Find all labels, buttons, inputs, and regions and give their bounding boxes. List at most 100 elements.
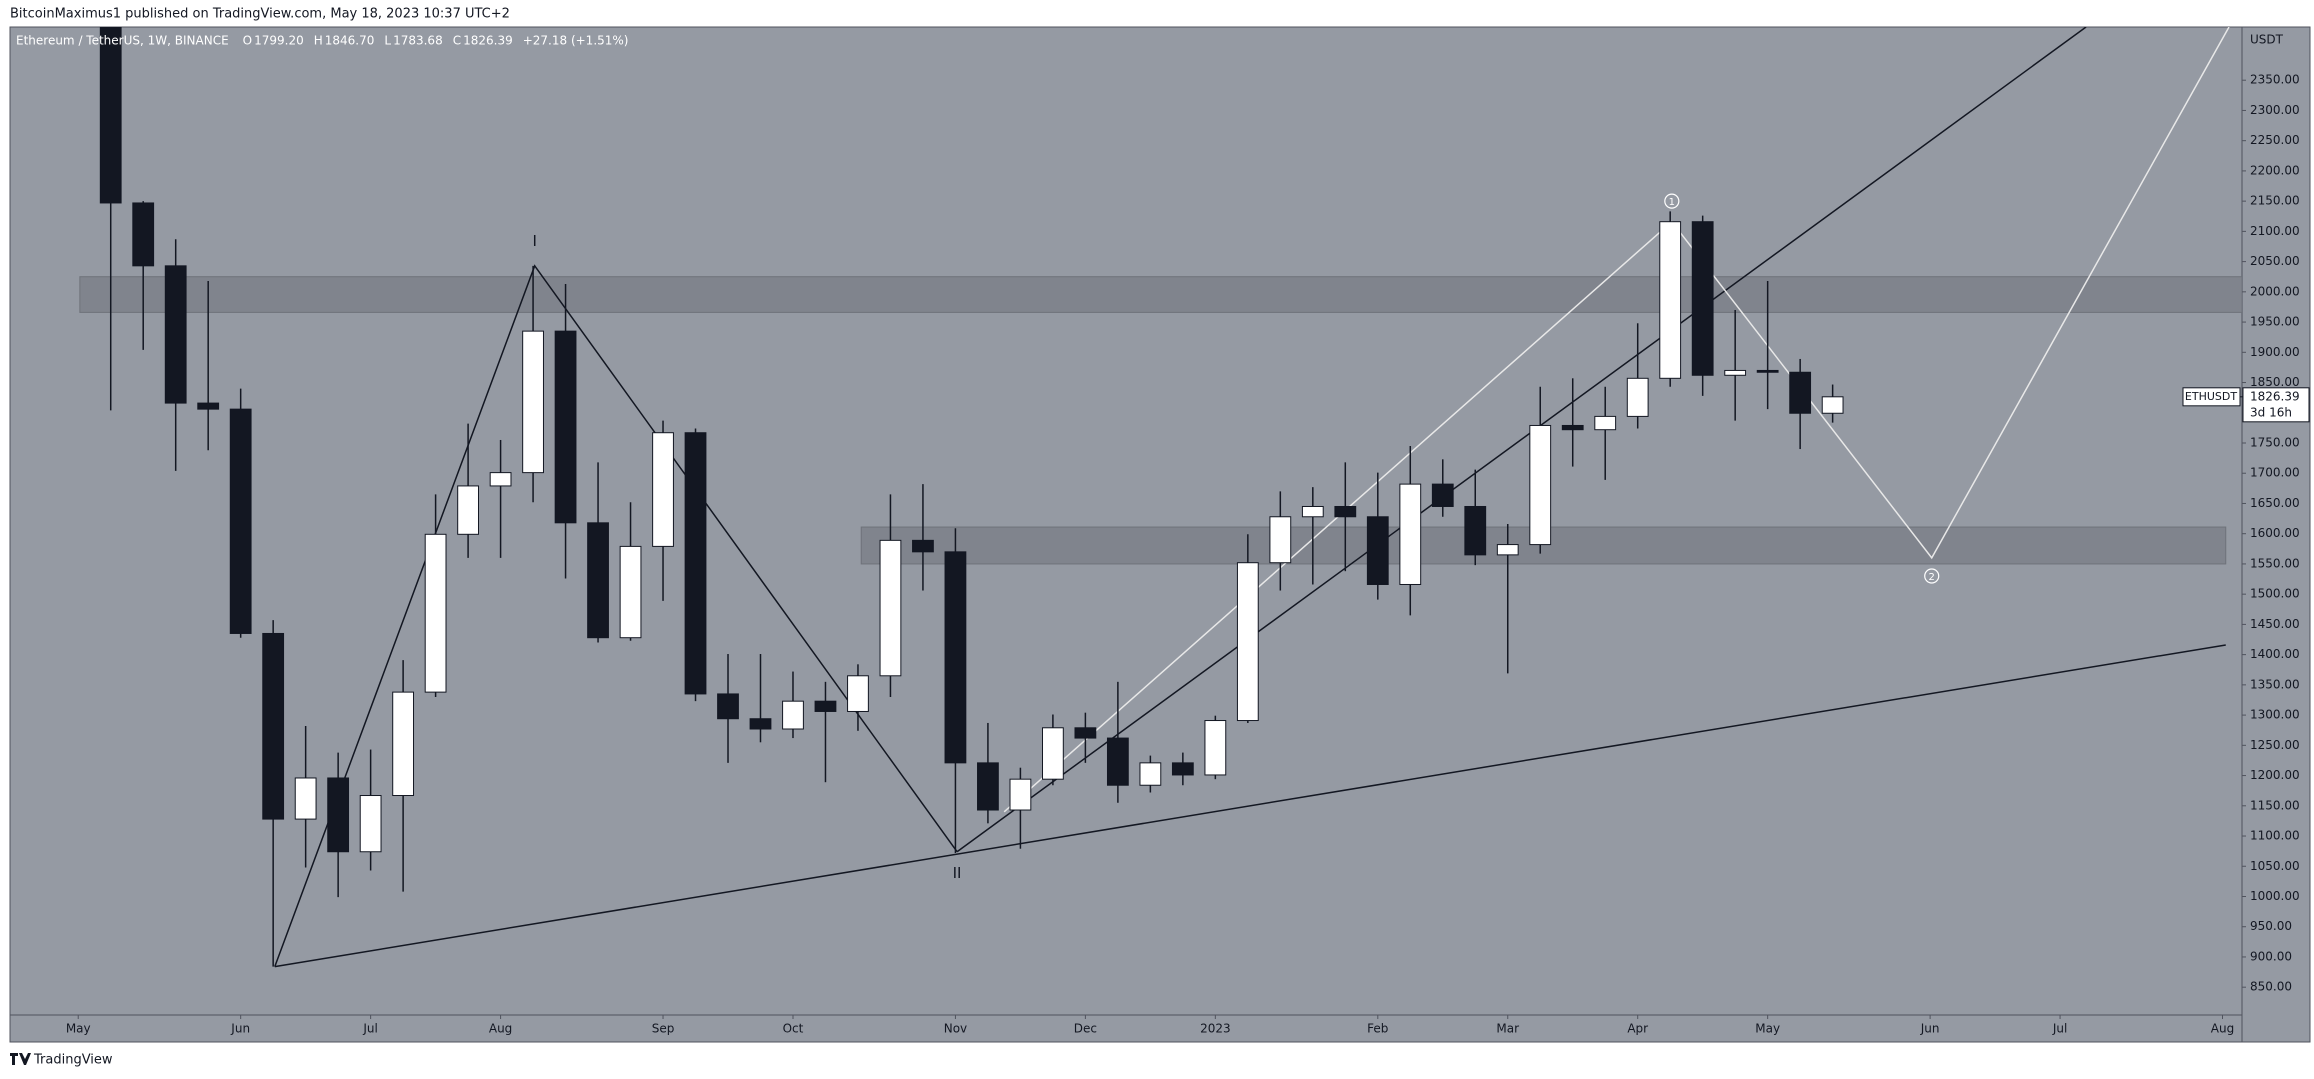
candle-body bbox=[912, 539, 934, 553]
x-tick-label: Aug bbox=[2211, 1022, 2234, 1036]
candle-body bbox=[1334, 505, 1357, 518]
candle-body bbox=[457, 485, 479, 535]
candle-body bbox=[814, 700, 837, 712]
candle-body bbox=[1529, 424, 1552, 546]
candle-body bbox=[522, 330, 544, 474]
wave-circle bbox=[1664, 193, 1680, 209]
candle-body bbox=[1399, 483, 1422, 585]
legend-title: Ethereum / TetherUS, 1W, BINANCE bbox=[16, 34, 229, 48]
symbol-text: ETHUSDT bbox=[2185, 390, 2237, 403]
legend-value: 1783.68 bbox=[393, 34, 443, 48]
y-tick-label: 1850.00 bbox=[2250, 375, 2300, 389]
candle-body bbox=[1561, 424, 1584, 431]
candle-body bbox=[1626, 377, 1649, 417]
x-tick-label: Apr bbox=[1627, 1022, 1648, 1036]
last-price: 1826.39 bbox=[2250, 389, 2300, 403]
candle-body bbox=[1106, 737, 1129, 786]
candle-body bbox=[132, 202, 155, 267]
candle-body bbox=[847, 675, 869, 712]
legend-key: C bbox=[453, 34, 461, 48]
candle-body bbox=[684, 432, 707, 695]
y-tick-label: 1350.00 bbox=[2250, 677, 2300, 691]
candle-body bbox=[554, 330, 577, 524]
candle-body bbox=[1366, 516, 1389, 585]
candle-body bbox=[294, 777, 317, 820]
candle-body bbox=[197, 402, 220, 410]
candle-body bbox=[1464, 505, 1487, 556]
candle-body bbox=[1171, 762, 1194, 776]
y-tick-label: 2300.00 bbox=[2250, 103, 2300, 117]
candle-body bbox=[1821, 396, 1844, 414]
legend-change: +27.18 (+1.51%) bbox=[523, 34, 629, 48]
frame bbox=[9, 26, 2311, 1043]
y-tick-label: 1150.00 bbox=[2250, 798, 2300, 812]
y-tick-label: 1000.00 bbox=[2250, 889, 2300, 903]
countdown: 3d 16h bbox=[2250, 405, 2292, 419]
y-tick-label: 2100.00 bbox=[2250, 224, 2300, 238]
legend-key: L bbox=[384, 34, 391, 48]
y-tick-label: 2200.00 bbox=[2250, 163, 2300, 177]
candle-body bbox=[229, 408, 252, 634]
symbol-tag bbox=[2182, 387, 2241, 407]
x-tick-label: Feb bbox=[1367, 1022, 1388, 1036]
legend-value: 1846.70 bbox=[325, 34, 375, 48]
y-tick-label: 2050.00 bbox=[2250, 254, 2300, 268]
wave-label: 1 bbox=[1669, 197, 1675, 208]
logo bbox=[10, 1053, 31, 1065]
y-tick-label: 1700.00 bbox=[2250, 466, 2300, 480]
y-tick-label: 950.00 bbox=[2250, 919, 2292, 933]
x-tick-label: Jun bbox=[230, 1022, 250, 1036]
candle-body bbox=[879, 539, 902, 677]
legend-value: 1826.39 bbox=[463, 34, 513, 48]
candle-body bbox=[1756, 369, 1779, 373]
y-tick-label: 1050.00 bbox=[2250, 859, 2300, 873]
y-tick-label: 1750.00 bbox=[2250, 436, 2300, 450]
time-axis bbox=[9, 1014, 2243, 1043]
footer: TradingView bbox=[10, 1053, 113, 1068]
candle-body bbox=[392, 691, 415, 797]
x-tick-label: Sep bbox=[652, 1022, 675, 1036]
legend-key: H bbox=[314, 34, 323, 48]
trend-line bbox=[956, 27, 2087, 853]
x-tick-label: Nov bbox=[944, 1022, 967, 1036]
wave-circle bbox=[1924, 568, 1940, 584]
wave-label: I bbox=[532, 232, 536, 250]
x-tick-label: Mar bbox=[1496, 1022, 1519, 1036]
candle-body bbox=[652, 432, 674, 547]
candle-body bbox=[359, 795, 382, 853]
candle-body bbox=[1301, 505, 1324, 518]
y-tick-label: 1400.00 bbox=[2250, 647, 2300, 661]
candle-body bbox=[1236, 562, 1259, 722]
trend-line bbox=[274, 264, 958, 967]
candle-body bbox=[1074, 727, 1097, 739]
candle-body bbox=[1431, 483, 1454, 507]
candle-body bbox=[1139, 762, 1162, 786]
candle-body bbox=[717, 693, 739, 720]
y-tick-label: 2150.00 bbox=[2250, 194, 2300, 208]
y-tick-label: 1950.00 bbox=[2250, 315, 2300, 329]
x-tick-label: May bbox=[1755, 1022, 1780, 1036]
candle-body bbox=[1042, 727, 1064, 780]
candle-body bbox=[782, 700, 804, 730]
candle-body bbox=[164, 265, 187, 404]
zone bbox=[79, 276, 2242, 313]
price-tag bbox=[2242, 387, 2310, 423]
candle-body bbox=[1724, 369, 1747, 376]
candle-body bbox=[1659, 221, 1682, 379]
axis-unit: USDT bbox=[2250, 33, 2284, 47]
candle-body bbox=[1009, 778, 1032, 811]
wave-label: 2 bbox=[1929, 572, 1935, 583]
y-tick-label: 1600.00 bbox=[2250, 526, 2300, 540]
candle-body bbox=[99, 27, 122, 204]
y-tick-label: 1250.00 bbox=[2250, 738, 2300, 752]
x-tick-label: Jul bbox=[2052, 1022, 2067, 1036]
plot-area bbox=[10, 27, 2242, 1015]
y-tick-label: 1550.00 bbox=[2250, 556, 2300, 570]
y-tick-label: 1300.00 bbox=[2250, 708, 2300, 722]
y-tick-label: 1900.00 bbox=[2250, 345, 2300, 359]
y-tick-label: 2350.00 bbox=[2250, 73, 2300, 87]
candle-body bbox=[489, 472, 512, 487]
